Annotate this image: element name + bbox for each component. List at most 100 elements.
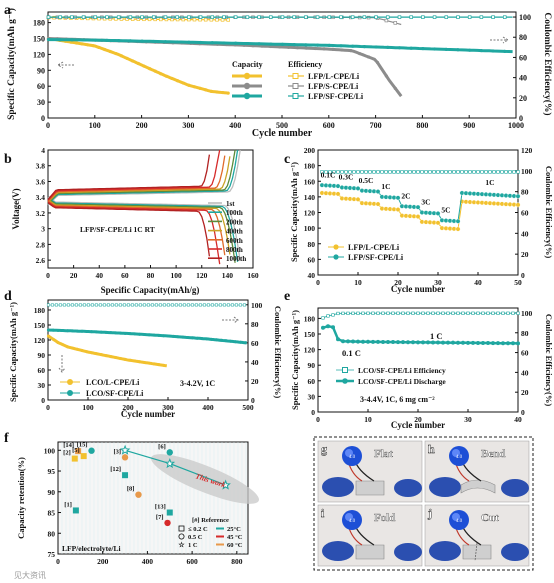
- y-tick-label: 180: [34, 306, 46, 315]
- efficiency-point: [114, 303, 118, 307]
- data-point: [347, 196, 353, 202]
- data-point: [340, 48, 344, 52]
- data-point: [496, 341, 500, 346]
- data-point: [399, 203, 405, 209]
- data-point: [381, 339, 385, 344]
- efficiency-point: [411, 311, 415, 315]
- data-point: [386, 340, 390, 345]
- data-point: [471, 340, 475, 345]
- panel-e-label-fast: 1 C: [430, 331, 443, 341]
- efficiency-point: [82, 303, 86, 307]
- data-point: [419, 219, 425, 225]
- efficiency-point: [448, 170, 452, 174]
- efficiency-point: [356, 170, 360, 174]
- efficiency-point: [412, 170, 416, 174]
- y-tick-label: 160: [304, 177, 316, 186]
- photo-g: 4.0 g Flat: [317, 440, 423, 503]
- led-readout: 4.0: [456, 519, 463, 524]
- efficiency-point: [471, 311, 475, 315]
- efficiency-point: [424, 170, 428, 174]
- efficiency-point: [506, 311, 510, 315]
- data-point: [58, 15, 62, 19]
- y-tick-label: 0: [41, 114, 45, 123]
- efficiency-point: [392, 170, 396, 174]
- this-work-star: [164, 458, 176, 469]
- efficiency-point: [468, 170, 472, 174]
- data-point: [467, 15, 472, 19]
- data-point: [331, 191, 337, 197]
- data-point: [362, 44, 366, 49]
- y-tick-label: 180: [304, 162, 316, 171]
- legend-entry: LCO/L-CPE/Li: [86, 378, 140, 387]
- y2-tick-label: 20: [519, 94, 527, 103]
- y-tick-label: 95: [48, 467, 56, 476]
- efficiency-point: [360, 170, 364, 174]
- y-tick-label: 150: [33, 35, 45, 44]
- data-point: [386, 45, 390, 49]
- panel-f-legend: [#] Reference ≤ 0.2 C0.5 C☆ 1 C 25°C45 °C60…: [178, 517, 242, 549]
- data-point: [152, 333, 156, 337]
- data-point: [444, 47, 448, 51]
- photo-panel-label: g: [321, 442, 327, 456]
- data-point: [187, 83, 191, 87]
- efficiency-point: [324, 170, 328, 174]
- data-point: [181, 335, 185, 339]
- data-point: [136, 61, 140, 66]
- efficiency-point: [436, 311, 440, 315]
- data-point: [395, 207, 401, 212]
- efficiency-point: [142, 303, 146, 307]
- rate-label: 3C: [421, 198, 430, 207]
- y-tick-label: 150: [304, 330, 316, 339]
- efficiency-point: [460, 170, 464, 174]
- data-point: [439, 225, 445, 231]
- data-point: [163, 40, 168, 44]
- data-point: [391, 340, 395, 345]
- data-point: [486, 341, 490, 346]
- x-tick-label: 700: [370, 121, 382, 130]
- arrow-right-icon: [490, 36, 509, 44]
- rate-label: 0.3C: [339, 173, 354, 182]
- x-tick-label: 20: [414, 415, 422, 424]
- series-line-LCO/L-CPE/Li: [47, 334, 167, 368]
- efficiency-point: [182, 303, 186, 307]
- data-point: [431, 340, 435, 345]
- data-point: [147, 17, 152, 22]
- data-point: [383, 206, 389, 212]
- arrow-down-icon: [58, 355, 66, 373]
- rate-label: 0.5C: [359, 176, 374, 185]
- data-point: [116, 15, 121, 19]
- data-point: [456, 15, 460, 19]
- data-point: [331, 47, 335, 51]
- data-point: [501, 341, 505, 346]
- y-tick-label: 180: [33, 19, 45, 28]
- data-point: [117, 39, 121, 43]
- data-point: [323, 190, 329, 196]
- data-point: [467, 199, 473, 205]
- legend-entry: 25°C: [227, 526, 241, 533]
- data-point: [152, 39, 156, 44]
- y2-tick-label: 80: [519, 33, 527, 42]
- efficiency-point: [516, 311, 520, 315]
- data-point: [391, 206, 397, 212]
- data-point: [379, 206, 385, 211]
- data-point: [85, 350, 89, 354]
- y2-tick-label: 60: [521, 349, 529, 358]
- data-point: [219, 338, 223, 342]
- data-point: [415, 214, 421, 219]
- legend-marker-capacity: [243, 72, 251, 80]
- data-point: [222, 41, 226, 45]
- legend-entry: 1st: [226, 200, 235, 208]
- data-point: [471, 199, 477, 205]
- data-point: [466, 340, 470, 345]
- glove-icon: [429, 477, 461, 497]
- rate-label: 0.1C: [321, 170, 336, 179]
- data-point: [142, 64, 146, 68]
- data-point: [190, 336, 194, 340]
- data-point: [304, 46, 308, 50]
- data-point: [257, 15, 261, 19]
- efficiency-point: [461, 311, 465, 315]
- legend-shape: [178, 525, 185, 532]
- x-tick-label: 400: [142, 557, 154, 566]
- legend-marker-efficiency: [292, 83, 299, 89]
- reference-point: [75, 448, 82, 455]
